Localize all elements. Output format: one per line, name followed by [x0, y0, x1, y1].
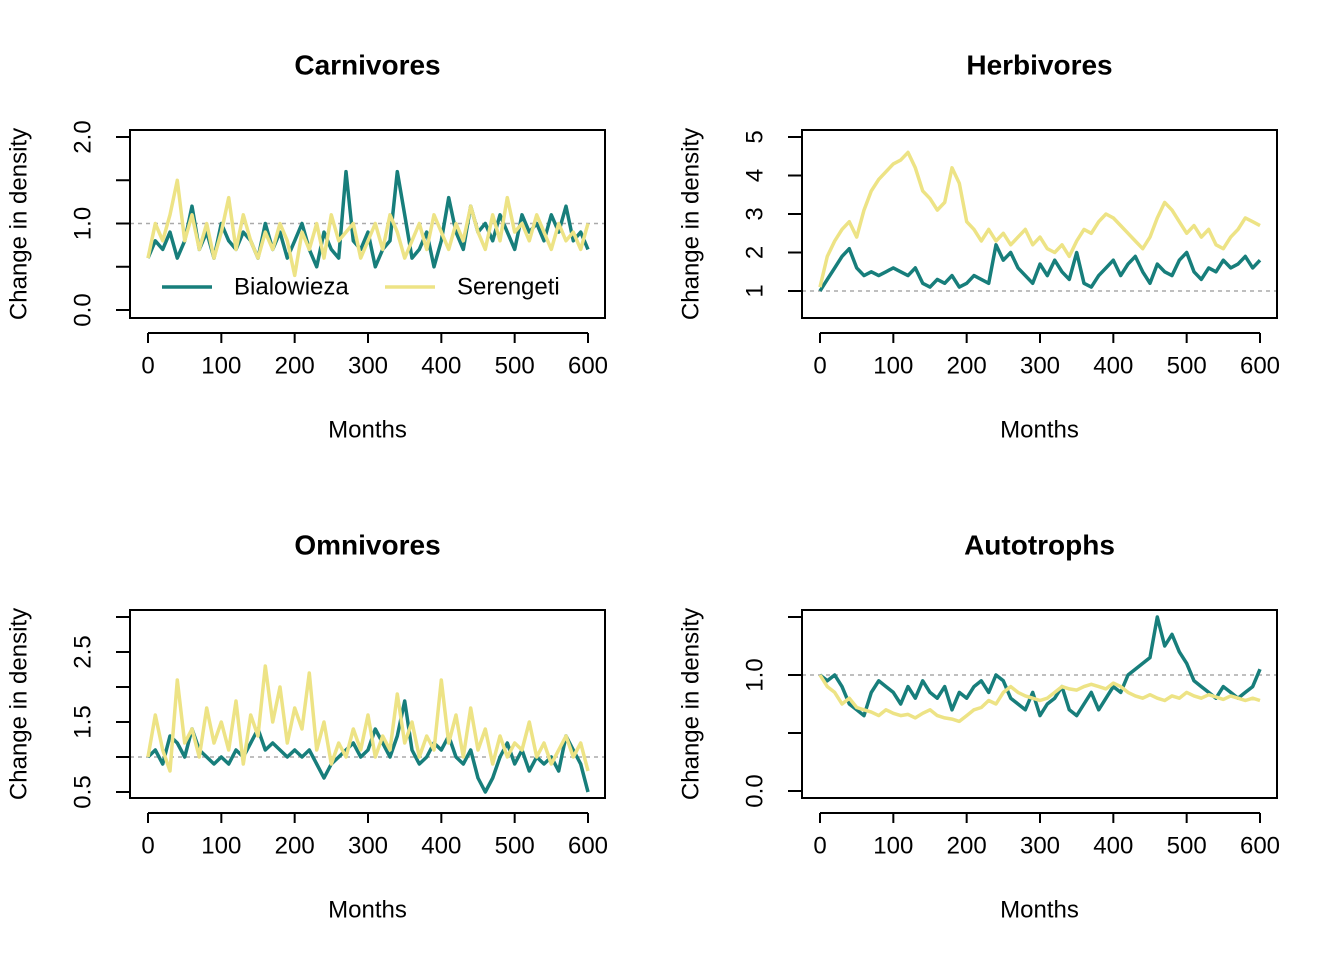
chart-2-series-serengeti: [146, 664, 590, 773]
chart-1-x-axis-label: Months: [1000, 416, 1079, 443]
chart-3-plot-frame: [801, 609, 1278, 799]
chart-2-y-axis-label: Change in density: [5, 608, 32, 800]
chart-1-x-tick-label: 100: [873, 352, 913, 379]
chart-3-x-tick-label: 100: [873, 832, 913, 859]
chart-3-y-tick-label: 1.0: [741, 658, 768, 691]
chart-2-series-bialowieza: [146, 699, 590, 794]
chart-3-x-axis-label: Months: [1000, 896, 1079, 923]
chart-0-x-tick-label: 500: [495, 352, 535, 379]
chart-2-x-tick-label: 400: [421, 832, 461, 859]
chart-3-x-tick-label: 500: [1167, 832, 1207, 859]
chart-2-panel: Omnivores 0 100 200 300 400 500 600 Months 0.5 1.5…: [5, 529, 608, 923]
chart-3-x-tick-label: 300: [1020, 832, 1060, 859]
chart-3-y-axis-label: Change in density: [677, 608, 704, 800]
chart-0-y-axis-label: Change in density: [5, 128, 32, 320]
chart-2-y-tick-label: 1.5: [69, 705, 96, 738]
chart-1-x-tick-label: 500: [1167, 352, 1207, 379]
chart-2-y-tick-label: 0.5: [69, 775, 96, 808]
chart-3-x-tick-label: 0: [813, 832, 826, 859]
chart-1-y-tick-label: 5: [741, 130, 768, 143]
chart-3-y-tick-label: 0.0: [741, 774, 768, 807]
chart-2-x-tick-label: 200: [275, 832, 315, 859]
chart-0-panel: Carnivores 0 100 200 300 400 500 600 Months 0.0 1.…: [5, 49, 608, 443]
chart-1-panel: Herbivores 0 100 200 300 400 500 600 Months 1 2 3 4 5…: [677, 49, 1280, 443]
legend-label-serengeti: Serengeti: [457, 273, 560, 300]
chart-3-series-serengeti: [818, 674, 1261, 724]
chart-2-x-tick-label: 300: [348, 832, 388, 859]
chart-1-x-tick-label: 200: [947, 352, 987, 379]
chart-0-x-tick-label: 100: [201, 352, 241, 379]
chart-0-x-tick-label: 400: [421, 352, 461, 379]
chart-2-x-axis-label: Months: [328, 896, 407, 923]
legend-label-bialowieza: Bialowieza: [234, 273, 349, 300]
chart-0-title: Carnivores: [294, 49, 440, 80]
chart-2-x-tick-label: 0: [141, 832, 154, 859]
chart-1-title: Herbivores: [966, 49, 1112, 80]
chart-2-y-tick-label: 2.5: [69, 635, 96, 668]
chart-3-x-tick-label: 600: [1240, 832, 1280, 859]
chart-0-y-tick-label: 0.0: [69, 293, 96, 326]
chart-1-y-tick-label: 2: [741, 246, 768, 259]
chart-2-x-tick-label: 600: [568, 832, 608, 859]
chart-0-x-tick-label: 200: [275, 352, 315, 379]
chart-2-title: Omnivores: [294, 529, 440, 560]
chart-1-series-bialowieza: [818, 243, 1262, 292]
chart-1-y-axis-label: Change in density: [677, 128, 704, 320]
chart-2-x-tick-label: 500: [495, 832, 535, 859]
chart-0-x-tick-label: 0: [141, 352, 154, 379]
chart-3-series-bialowieza: [818, 615, 1262, 718]
chart-3-title: Autotrophs: [964, 529, 1115, 560]
chart-0-series-bialowieza: [146, 169, 590, 269]
chart-1-x-tick-label: 600: [1240, 352, 1280, 379]
chart-1-y-tick-label: 1: [741, 284, 768, 297]
legend: Bialowieza Serengeti: [162, 273, 560, 300]
chart-1-plot-frame: [801, 129, 1278, 319]
chart-3-x-tick-label: 400: [1093, 832, 1133, 859]
chart-0-series-serengeti: [146, 178, 590, 278]
chart-0-y-tick-label: 2.0: [69, 120, 96, 153]
chart-0-x-axis-label: Months: [328, 416, 407, 443]
chart-1-x-tick-label: 400: [1093, 352, 1133, 379]
chart-2-x-tick-label: 100: [201, 832, 241, 859]
chart-0-x-tick-label: 600: [568, 352, 608, 379]
chart-0-y-tick-label: 1.0: [69, 207, 96, 240]
chart-2-plot-frame: [129, 609, 606, 799]
chart-3-x-tick-label: 200: [947, 832, 987, 859]
chart-1-y-tick-label: 3: [741, 207, 768, 220]
chart-3-panel: Autotrophs 0 100 200 300 400 500 600 Months 0.0 1.…: [677, 529, 1280, 923]
chart-1-y-tick-label: 4: [741, 169, 768, 182]
chart-0-x-tick-label: 300: [348, 352, 388, 379]
chart-1-series-serengeti: [818, 150, 1261, 288]
chart-1-x-tick-label: 300: [1020, 352, 1060, 379]
chart-1-x-tick-label: 0: [813, 352, 826, 379]
